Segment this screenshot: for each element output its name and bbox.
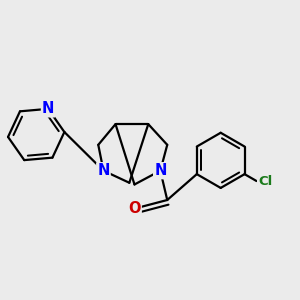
Text: Cl: Cl xyxy=(258,175,272,188)
Text: N: N xyxy=(97,163,110,178)
Text: N: N xyxy=(154,163,167,178)
Text: N: N xyxy=(42,101,54,116)
Text: O: O xyxy=(128,201,141,216)
